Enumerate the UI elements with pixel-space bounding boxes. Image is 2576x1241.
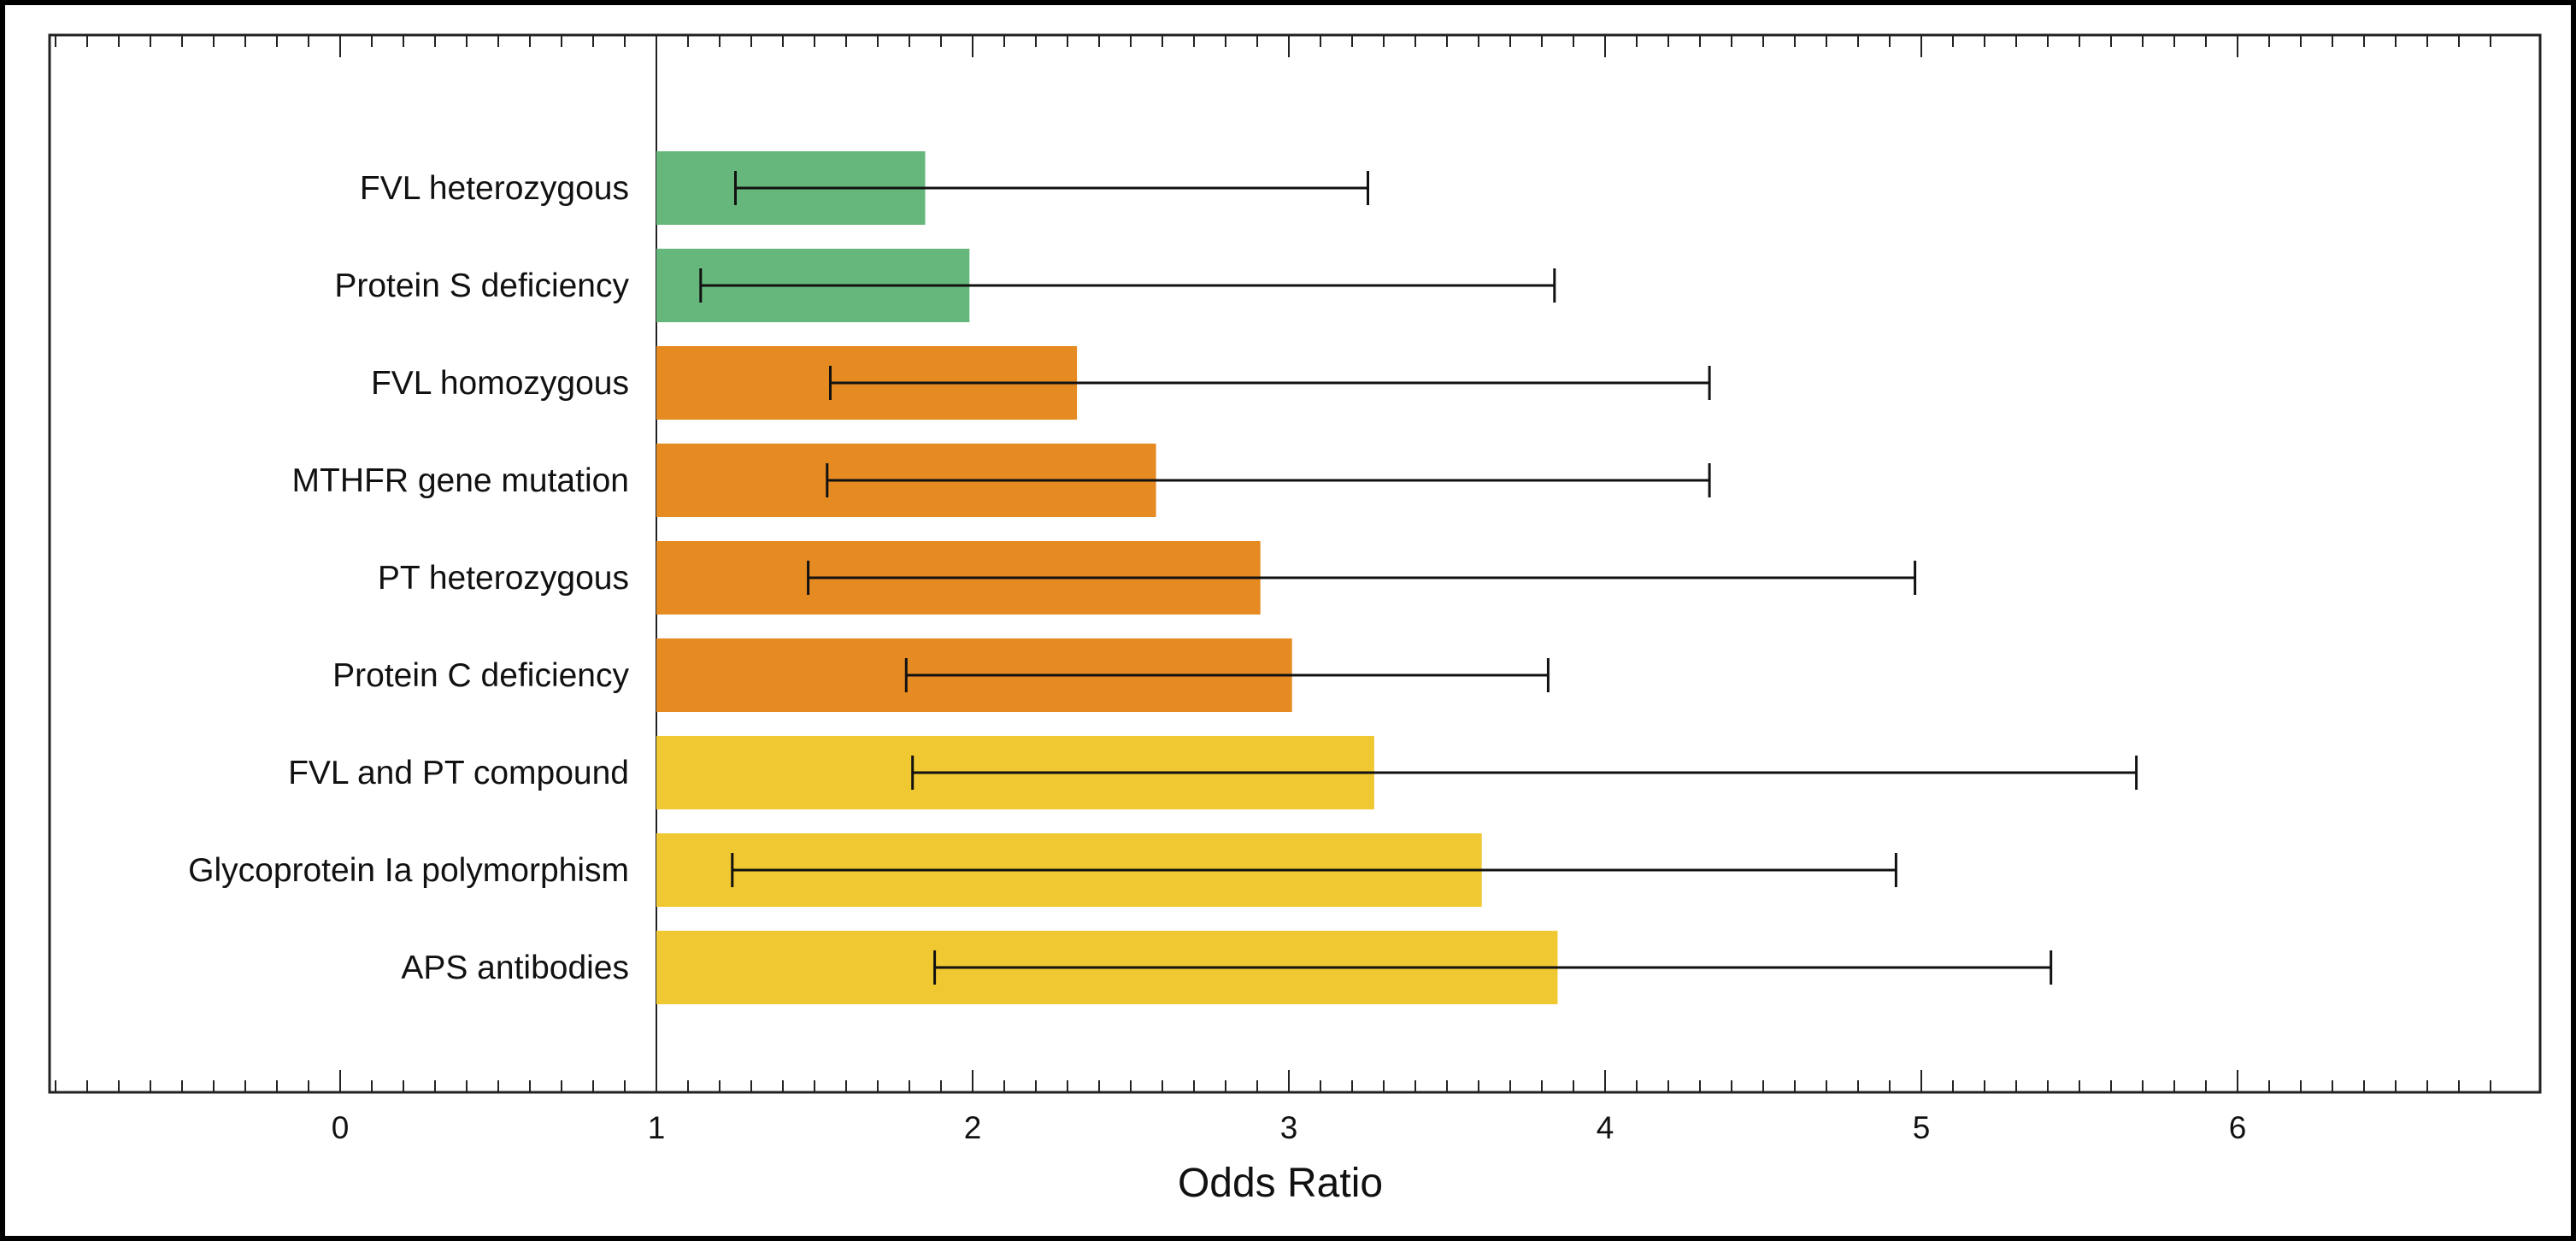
x-tick-labels: 0 1 2 3 4 5 6 xyxy=(332,1110,2247,1145)
x-tick-label: 2 xyxy=(964,1110,982,1145)
category-label: Glycoprotein Ia polymorphism xyxy=(188,852,629,889)
category-label: Protein C deficiency xyxy=(332,657,629,694)
x-axis-title: Odds Ratio xyxy=(1178,1161,1383,1206)
category-label: PT heterozygous xyxy=(378,560,629,597)
error-bars-group xyxy=(699,171,2138,985)
x-tick-label: 5 xyxy=(1913,1110,1931,1145)
minor-ticks xyxy=(55,35,2491,1092)
category-labels: FVL heterozygous Protein S deficiency FVL … xyxy=(188,170,629,986)
x-tick-label: 4 xyxy=(1597,1110,1614,1145)
x-tick-label: 3 xyxy=(1280,1110,1298,1145)
category-label: FVL heterozygous xyxy=(360,170,629,207)
category-label: FVL and PT compound xyxy=(288,755,629,791)
category-label: MTHFR gene mutation xyxy=(292,462,629,499)
plot-area xyxy=(48,33,2542,1094)
x-tick-label: 0 xyxy=(332,1110,350,1145)
category-label: APS antibodies xyxy=(401,950,629,986)
x-tick-label: 6 xyxy=(2229,1110,2247,1145)
category-label: FVL homozygous xyxy=(371,365,629,402)
category-label: Protein S deficiency xyxy=(334,268,629,304)
x-tick-label: 1 xyxy=(648,1110,666,1145)
